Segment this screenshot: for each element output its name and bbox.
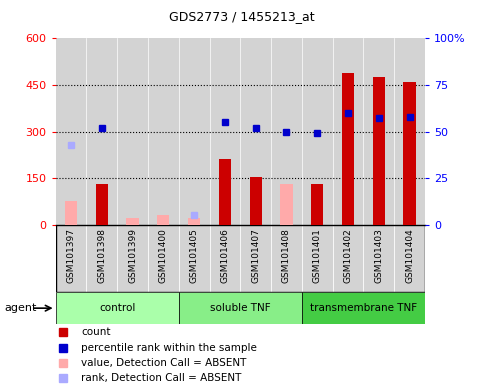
Bar [333,225,364,292]
Text: GSM101406: GSM101406 [220,228,229,283]
Bar [364,225,394,292]
Bar [394,38,425,225]
Bar [179,38,210,225]
Text: value, Detection Call = ABSENT: value, Detection Call = ABSENT [82,358,247,368]
Text: agent: agent [5,303,37,313]
Bar [86,225,117,292]
Bar [56,292,179,324]
Bar [333,38,364,225]
Bar [271,38,302,225]
Text: GSM101400: GSM101400 [159,228,168,283]
Text: GDS2773 / 1455213_at: GDS2773 / 1455213_at [169,10,314,23]
Bar [56,38,86,225]
Bar [302,225,333,292]
Bar [210,38,240,225]
Text: rank, Detection Call = ABSENT: rank, Detection Call = ABSENT [82,373,242,383]
Bar [96,184,108,225]
Bar [240,38,271,225]
Bar [342,73,354,225]
Text: GSM101403: GSM101403 [374,228,384,283]
Bar [157,221,170,225]
Text: GSM101397: GSM101397 [67,228,75,283]
Text: count: count [82,327,111,337]
Bar [394,225,425,292]
Bar [188,220,200,225]
Text: percentile rank within the sample: percentile rank within the sample [82,343,257,353]
Bar [250,177,262,225]
Bar [117,38,148,225]
Text: GSM101399: GSM101399 [128,228,137,283]
Bar [373,77,385,225]
Bar [280,184,293,225]
Bar [179,225,210,292]
Bar [219,159,231,225]
Text: control: control [99,303,135,313]
Text: GSM101402: GSM101402 [343,228,353,283]
Bar [117,225,148,292]
Text: GSM101398: GSM101398 [97,228,106,283]
Bar [179,292,302,324]
Bar [311,184,324,225]
Text: GSM101408: GSM101408 [282,228,291,283]
Bar [86,38,117,225]
Text: GSM101405: GSM101405 [190,228,199,283]
Bar [240,225,271,292]
Text: transmembrane TNF: transmembrane TNF [310,303,417,313]
Text: GSM101404: GSM101404 [405,228,414,283]
Bar [127,218,139,225]
Text: GSM101401: GSM101401 [313,228,322,283]
Bar [148,225,179,292]
Bar [56,225,86,292]
Bar [188,218,200,225]
Bar [148,38,179,225]
Bar [403,82,416,225]
Bar [127,222,139,225]
Bar [302,38,333,225]
Text: soluble TNF: soluble TNF [210,303,270,313]
Bar [364,38,394,225]
Bar [302,292,425,324]
Bar [65,201,77,225]
Bar [271,225,302,292]
Bar [210,225,240,292]
Text: GSM101407: GSM101407 [251,228,260,283]
Bar [157,215,170,225]
